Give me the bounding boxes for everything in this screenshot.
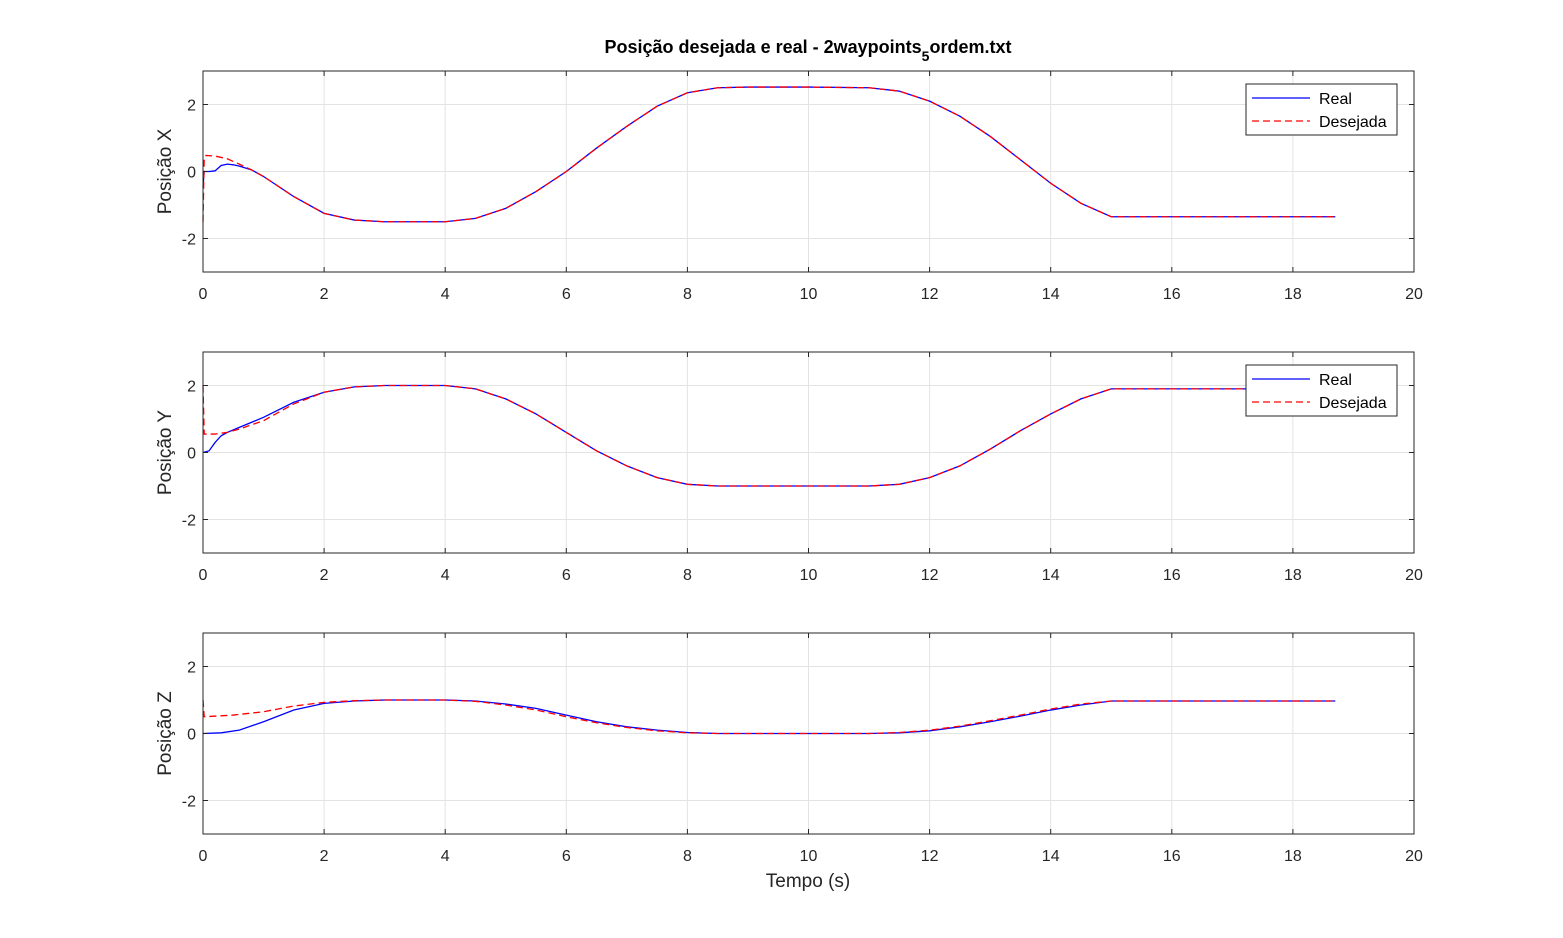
- subplot-position-z: 0 2 4 6 8 10 12 14 16 18 20 -2 0 2 Posição Z: [155, 632, 1423, 865]
- title-tail: ordem.txt: [929, 37, 1011, 57]
- x-tick-label: 6: [562, 286, 571, 303]
- x-tick-label: 16: [1163, 286, 1181, 303]
- x-tick-label: 18: [1284, 286, 1302, 303]
- y-axis-label: Posição Y: [155, 410, 176, 496]
- subplot-position-y: 0 2 4 6 8 10 12 14 16 18 20 -2 0 2 Posição Y Real Deseja…: [155, 351, 1423, 584]
- x-tick-label: 8: [683, 286, 692, 303]
- x-tick-label: 16: [1163, 848, 1181, 865]
- x-tick-label: 20: [1405, 848, 1423, 865]
- legend: Real Desejada: [1245, 83, 1398, 136]
- x-tick-label: 14: [1042, 848, 1060, 865]
- x-axis-label: Tempo (s): [766, 871, 850, 892]
- x-tick-label: 16: [1163, 567, 1181, 584]
- legend-label-desejada: Desejada: [1319, 114, 1387, 131]
- x-tick-label: 18: [1284, 567, 1302, 584]
- series-line-desejada: [202, 384, 1336, 487]
- x-tick-label: 4: [441, 286, 450, 303]
- x-tick-label: 18: [1284, 848, 1302, 865]
- x-tick-label: 10: [800, 286, 818, 303]
- y-tick-label: -2: [182, 794, 196, 811]
- title-subscript: 5: [922, 48, 930, 64]
- x-tick-label: 14: [1042, 567, 1060, 584]
- x-tick-label: 0: [199, 848, 208, 865]
- x-tick-label: 2: [320, 567, 329, 584]
- series-line-real: [202, 699, 1336, 735]
- x-tick-label: 4: [441, 567, 450, 584]
- y-tick-label: 0: [187, 165, 196, 182]
- x-tick-label: 10: [800, 567, 818, 584]
- x-tick-label: 12: [921, 848, 939, 865]
- y-axis-label: Posição Z: [155, 691, 176, 776]
- legend: Real Desejada: [1245, 364, 1398, 417]
- y-axis-label: Posição X: [155, 128, 176, 214]
- legend-label-real: Real: [1319, 372, 1352, 389]
- figure-title: Posição desejada e real - 2waypoints5ord…: [605, 37, 1012, 64]
- title-main: Posição desejada e real - 2waypoints: [605, 37, 922, 57]
- x-tick-label: 6: [562, 567, 571, 584]
- x-tick-label: 12: [921, 567, 939, 584]
- x-tick-label: 2: [320, 848, 329, 865]
- legend-label-real: Real: [1319, 91, 1352, 108]
- x-tick-label: 4: [441, 848, 450, 865]
- y-tick-label: 0: [187, 727, 196, 744]
- x-tick-label: 8: [683, 567, 692, 584]
- x-tick-label: 2: [320, 286, 329, 303]
- y-tick-label: -2: [182, 513, 196, 530]
- x-tick-label: 8: [683, 848, 692, 865]
- x-tick-label: 14: [1042, 286, 1060, 303]
- y-tick-label: 2: [187, 379, 196, 396]
- legend-box: [1245, 83, 1398, 136]
- subplot-position-x: 0 2 4 6 8 10 12 14 16 18 20 -2 0 2 Posição X Real Deseja…: [155, 70, 1423, 303]
- x-tick-label: 10: [800, 848, 818, 865]
- legend-box: [1245, 364, 1398, 417]
- x-tick-label: 20: [1405, 286, 1423, 303]
- x-tick-label: 20: [1405, 567, 1423, 584]
- y-tick-label: 2: [187, 98, 196, 115]
- y-tick-label: 2: [187, 660, 196, 677]
- series-line-desejada: [202, 699, 1336, 735]
- x-tick-label: 0: [199, 286, 208, 303]
- x-tick-label: 0: [199, 567, 208, 584]
- x-tick-label: 12: [921, 286, 939, 303]
- series-line-desejada: [202, 86, 1336, 223]
- y-tick-label: 0: [187, 446, 196, 463]
- legend-label-desejada: Desejada: [1319, 395, 1387, 412]
- x-tick-label: 6: [562, 848, 571, 865]
- y-tick-label: -2: [182, 232, 196, 249]
